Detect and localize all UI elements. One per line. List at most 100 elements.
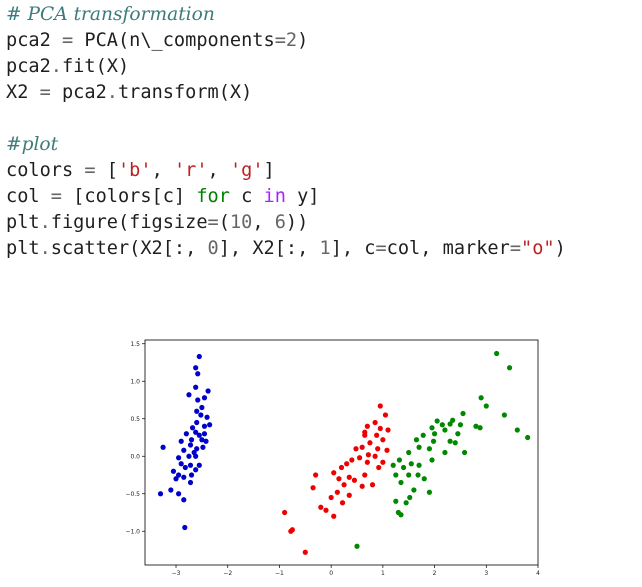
- x-tick-label: 3: [484, 570, 488, 577]
- code-token: [colors[c]: [61, 186, 197, 207]
- scatter-point: [331, 513, 337, 519]
- x-tick-label: 0: [329, 570, 333, 577]
- scatter-point: [477, 425, 483, 431]
- scatter-point: [420, 432, 426, 438]
- x-tick-label: −2: [223, 570, 232, 577]
- code-token: fit(X): [61, 56, 130, 77]
- scatter-point: [205, 388, 211, 394]
- scatter-point: [461, 449, 468, 456]
- scatter-point: [416, 462, 422, 468]
- scatter-point: [204, 414, 210, 420]
- y-tick-label: 1.0: [130, 378, 140, 385]
- scatter-point: [188, 437, 195, 443]
- scatter-point: [186, 392, 192, 398]
- scatter-point: [431, 431, 438, 437]
- scatter-point: [191, 449, 197, 456]
- scatter-point: [362, 429, 368, 435]
- code-number: 6: [274, 212, 286, 233]
- scatter-point: [369, 482, 376, 488]
- code-string: 'b': [117, 160, 152, 181]
- code-token: ): [297, 30, 309, 51]
- scatter-point: [199, 404, 205, 411]
- scatter-point: [344, 461, 350, 467]
- scatter-point: [398, 479, 404, 486]
- scatter-point: [416, 444, 422, 450]
- scatter-point: [447, 438, 453, 444]
- scatter-point: [193, 429, 199, 435]
- scatter-point: [365, 452, 371, 458]
- scatter-point: [181, 474, 187, 480]
- scatter-point: [494, 350, 500, 357]
- code-string: 'g': [229, 160, 264, 181]
- scatter-point: [313, 472, 319, 478]
- scatter-point: [187, 462, 194, 468]
- code-operator: .: [106, 82, 118, 103]
- code-line-10: plt.scatter(X2[:, 0], X2[:, 1], c=col, m…: [6, 236, 566, 262]
- code-number: 10: [229, 212, 253, 233]
- scatter-point: [359, 483, 365, 489]
- scatter-point: [447, 421, 453, 427]
- code-token: (: [218, 212, 230, 233]
- scatter-point: [356, 455, 363, 461]
- code-line-8: col = [colors[c] for c in y]: [6, 184, 566, 210]
- scatter-point: [506, 365, 513, 371]
- scatter-point: [181, 447, 187, 453]
- scatter-point: [351, 477, 358, 483]
- code-token: ): [554, 238, 566, 259]
- scatter-point: [367, 440, 373, 446]
- scatter-point: [195, 371, 201, 377]
- y-axis: 1.5 1.0 0.5 0.0 −0.5 −1.0: [125, 341, 145, 535]
- scatter-point: [193, 467, 199, 473]
- scatter-point: [473, 423, 479, 429]
- code-operator: =: [61, 30, 74, 51]
- scatter-point: [173, 476, 179, 482]
- scatter-point: [196, 432, 202, 438]
- code-comment: #plot: [6, 134, 59, 155]
- code-token: col: [6, 186, 51, 207]
- scatter-point: [380, 459, 386, 465]
- code-line-4: X2 = pca2.transform(X): [6, 80, 566, 106]
- scatter-point: [372, 453, 378, 459]
- scatter-point: [421, 476, 427, 482]
- scatter-point: [514, 427, 520, 433]
- scatter-point: [194, 446, 200, 452]
- x-axis: −3 −2 −1 0 1 2 3 4: [172, 565, 540, 577]
- scatter-point: [157, 491, 164, 497]
- scatter-point: [455, 431, 461, 437]
- y-tick-label: 0.5: [130, 416, 140, 423]
- code-number: 0: [207, 238, 219, 259]
- scatter-point: [282, 509, 288, 516]
- code-keyword: in: [263, 186, 286, 207]
- scatter-point: [362, 472, 368, 478]
- code-string: 'r': [173, 160, 208, 181]
- code-cell[interactable]: # PCA transformation pca2 = PCA(n\_compon…: [6, 2, 566, 262]
- scatter-point: [382, 412, 389, 418]
- scatter-point: [353, 446, 359, 452]
- scatter-point: [364, 423, 370, 429]
- scatter-point: [346, 474, 352, 480]
- code-line-1: # PCA transformation: [6, 2, 566, 28]
- scatter-point: [374, 432, 380, 438]
- scatter-point: [457, 422, 464, 428]
- scatter-point: [483, 403, 489, 409]
- scatter-point: [406, 449, 412, 456]
- plot-axes-frame: [144, 339, 539, 566]
- scatter-point: [429, 425, 435, 431]
- scatter-point: [403, 500, 409, 506]
- code-token: y]: [285, 186, 320, 207]
- scatter-point: [201, 423, 208, 429]
- code-line-2: pca2 = PCA(n\_components=2): [6, 28, 566, 54]
- scatter-point: [525, 434, 531, 441]
- scatter-point: [203, 438, 209, 444]
- scatter-point: [442, 449, 448, 456]
- scatter-point: [426, 489, 433, 495]
- scatter-point: [193, 384, 199, 390]
- scatter-point: [415, 472, 421, 478]
- code-token: ,: [207, 160, 230, 181]
- scatter-point: [176, 491, 182, 497]
- scatter-point: [186, 453, 192, 459]
- scatter-point: [426, 446, 433, 452]
- scatter-point: [196, 353, 202, 360]
- scatter-point: [364, 459, 370, 465]
- scatter-point: [168, 487, 174, 493]
